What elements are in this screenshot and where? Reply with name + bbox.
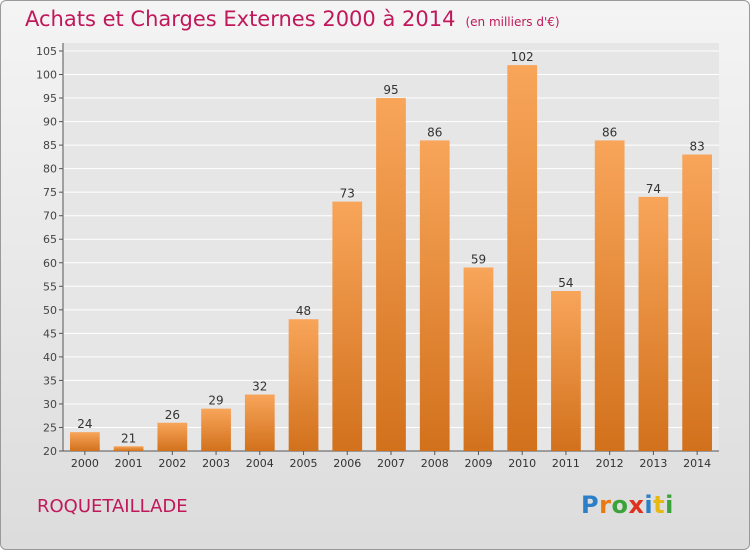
y-tick-label: 20 bbox=[43, 445, 57, 458]
y-tick-label: 105 bbox=[36, 45, 57, 58]
bar bbox=[157, 422, 188, 451]
data-label: 73 bbox=[340, 187, 355, 201]
data-label: 95 bbox=[383, 83, 398, 97]
unit-label: (en milliers d'€) bbox=[465, 15, 560, 29]
town-name: ROQUETAILLADE bbox=[37, 496, 188, 517]
bar bbox=[201, 408, 231, 451]
y-tick-label: 85 bbox=[43, 139, 57, 152]
logo-letter: i bbox=[665, 491, 674, 519]
proxiti-logo: Proxiti bbox=[581, 491, 674, 519]
x-tick-label: 2013 bbox=[639, 457, 667, 470]
y-tick-label: 65 bbox=[43, 233, 57, 246]
data-label: 21 bbox=[121, 431, 136, 445]
x-tick-label: 2007 bbox=[377, 457, 405, 470]
logo-letter: o bbox=[611, 491, 629, 519]
bar bbox=[376, 98, 406, 451]
y-tick-label: 40 bbox=[43, 351, 57, 364]
data-label: 54 bbox=[558, 276, 573, 290]
bar bbox=[419, 140, 450, 452]
logo-letter: r bbox=[599, 491, 612, 519]
bar bbox=[463, 267, 494, 451]
data-label: 59 bbox=[471, 252, 486, 266]
bar bbox=[244, 394, 275, 451]
data-label: 102 bbox=[511, 50, 534, 64]
logo-letter: i bbox=[644, 491, 654, 519]
data-label: 86 bbox=[602, 125, 617, 139]
data-label: 32 bbox=[252, 380, 267, 394]
y-tick-label: 60 bbox=[43, 257, 57, 270]
y-tick-label: 45 bbox=[43, 327, 57, 340]
title-text: Achats et Charges Externes 2000 à 2014 bbox=[25, 7, 456, 31]
data-label: 24 bbox=[77, 417, 92, 431]
x-tick-label: 2008 bbox=[421, 457, 449, 470]
y-tick-label: 90 bbox=[43, 116, 57, 129]
y-tick-label: 50 bbox=[43, 304, 57, 317]
data-label: 74 bbox=[646, 182, 661, 196]
y-tick-label: 25 bbox=[43, 421, 57, 434]
bar bbox=[288, 319, 319, 451]
x-tick-label: 2011 bbox=[552, 457, 580, 470]
y-tick-label: 75 bbox=[43, 186, 57, 199]
bar bbox=[332, 201, 363, 451]
bar bbox=[69, 432, 100, 451]
x-tick-label: 2004 bbox=[246, 457, 274, 470]
x-tick-label: 2009 bbox=[464, 457, 492, 470]
x-tick-label: 2006 bbox=[333, 457, 361, 470]
x-tick-label: 2001 bbox=[115, 457, 143, 470]
x-tick-label: 2003 bbox=[202, 457, 230, 470]
data-label: 83 bbox=[689, 140, 704, 154]
bar bbox=[113, 446, 144, 451]
x-tick-label: 2002 bbox=[158, 457, 186, 470]
y-tick-label: 35 bbox=[43, 374, 57, 387]
x-tick-label: 2014 bbox=[683, 457, 711, 470]
y-tick-label: 70 bbox=[43, 210, 57, 223]
logo-letter: x bbox=[628, 491, 645, 519]
x-tick-label: 2010 bbox=[508, 457, 536, 470]
bar bbox=[551, 291, 581, 451]
data-label: 86 bbox=[427, 125, 442, 139]
bar bbox=[594, 140, 625, 452]
bar bbox=[638, 196, 669, 451]
y-tick-label: 80 bbox=[43, 163, 57, 176]
logo-letter: t bbox=[653, 491, 666, 519]
x-tick-label: 2000 bbox=[71, 457, 99, 470]
y-tick-label: 55 bbox=[43, 280, 57, 293]
x-tick-label: 2005 bbox=[290, 457, 318, 470]
data-label: 26 bbox=[165, 408, 180, 422]
y-tick-label: 100 bbox=[36, 69, 57, 82]
x-tick-label: 2012 bbox=[596, 457, 624, 470]
y-tick-label: 95 bbox=[43, 92, 57, 105]
data-label: 29 bbox=[208, 394, 223, 408]
bar bbox=[682, 154, 713, 451]
y-tick-label: 30 bbox=[43, 398, 57, 411]
chart-title: Achats et Charges Externes 2000 à 2014 (e… bbox=[25, 7, 560, 31]
logo-letter: P bbox=[581, 491, 600, 519]
bar bbox=[507, 65, 538, 451]
data-label: 48 bbox=[296, 304, 311, 318]
